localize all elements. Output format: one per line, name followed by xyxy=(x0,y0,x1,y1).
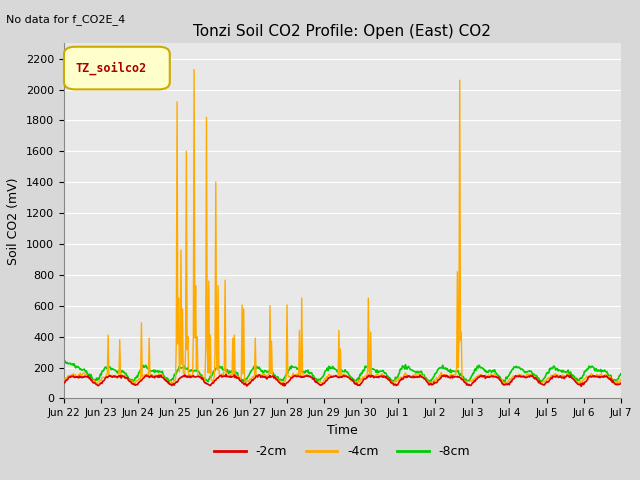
Text: TZ_soilco2: TZ_soilco2 xyxy=(75,61,147,75)
Title: Tonzi Soil CO2 Profile: Open (East) CO2: Tonzi Soil CO2 Profile: Open (East) CO2 xyxy=(193,24,492,39)
X-axis label: Time: Time xyxy=(327,424,358,437)
FancyBboxPatch shape xyxy=(64,47,170,89)
Legend: -2cm, -4cm, -8cm: -2cm, -4cm, -8cm xyxy=(209,440,476,463)
Y-axis label: Soil CO2 (mV): Soil CO2 (mV) xyxy=(8,177,20,264)
Text: No data for f_CO2E_4: No data for f_CO2E_4 xyxy=(6,14,125,25)
